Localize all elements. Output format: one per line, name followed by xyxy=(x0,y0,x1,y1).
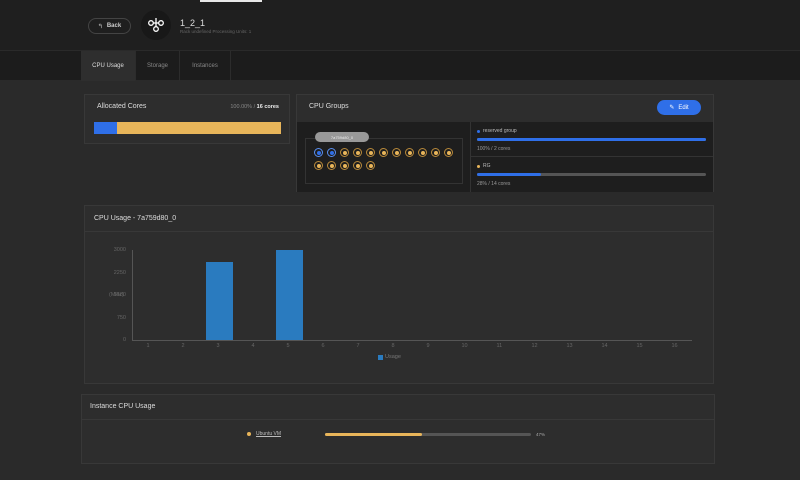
y-axis-label: (MHz) xyxy=(109,292,124,298)
x-tick-label: 15 xyxy=(636,343,643,349)
group-rg[interactable]: RG 28% / 14 cores xyxy=(470,157,713,192)
y-tick-label: 2250 xyxy=(113,269,126,276)
numa-node-label: 7a759d80_0 xyxy=(315,132,369,142)
x-tick-label: 2 xyxy=(181,343,185,349)
group-reserved[interactable]: reserved group 100% / 2 cores xyxy=(470,122,713,157)
cpu-core-6[interactable] xyxy=(379,148,388,157)
x-tick-label: 14 xyxy=(601,343,608,349)
allocated-cores-card: Allocated Cores 100.00% / 16 cores xyxy=(84,94,290,144)
legend-swatch xyxy=(378,354,383,360)
numa-node-box xyxy=(305,138,463,184)
x-tick-label: 10 xyxy=(461,343,468,349)
allocated-bar xyxy=(94,122,281,134)
x-tick-label: 6 xyxy=(321,343,325,349)
x-tick-label: 8 xyxy=(391,343,395,349)
cpu-core-3[interactable] xyxy=(340,148,349,157)
cpu-core-5[interactable] xyxy=(366,148,375,157)
cpu-core-16[interactable] xyxy=(366,161,375,170)
allocated-bar-reserved xyxy=(94,122,118,134)
group-percent: 100% / 2 cores xyxy=(477,146,511,152)
pencil-icon: ✎ xyxy=(669,105,675,111)
cpu-core-13[interactable] xyxy=(327,161,336,170)
edit-button[interactable]: ✎ Edit xyxy=(657,100,701,115)
cpu-usage-chart-card: CPU Usage - 7a759d80_0 0 750 1500 2250 3000 (… xyxy=(84,205,714,384)
back-label: Back xyxy=(106,23,122,29)
cpu-groups-card: CPU Groups ✎ Edit 7a759d80_0 reserved gr… xyxy=(296,94,714,192)
allocated-cores-title: Allocated Cores xyxy=(97,103,147,110)
header xyxy=(0,0,800,50)
group-progress xyxy=(477,173,706,176)
x-tick-label: 1 xyxy=(146,343,150,349)
node-logo xyxy=(141,10,171,40)
tab-storage[interactable]: Storage xyxy=(136,51,180,81)
x-tick-label: 12 xyxy=(531,343,538,349)
cpu-core-9[interactable] xyxy=(418,148,427,157)
tab-bar: CPU Usage Storage Instances xyxy=(0,50,800,81)
x-tick-label: 3 xyxy=(216,343,220,349)
x-tick-label: 9 xyxy=(426,343,430,349)
y-tick-label: 1500 xyxy=(113,292,126,298)
instance-cpu-usage-card: Instance CPU Usage xyxy=(81,394,715,464)
instance-usage-title: Instance CPU Usage xyxy=(90,403,156,410)
group-color-dot xyxy=(477,164,480,168)
y-tick-label: 750 xyxy=(116,314,126,321)
cpu-core-1[interactable] xyxy=(314,148,323,157)
page-subtitle: Rack undefined Processing Units: 1 xyxy=(180,29,252,34)
y-tick-label: 0 xyxy=(122,337,126,343)
instance-usage-bar xyxy=(325,433,531,436)
cpu-groups-body: 7a759d80_0 reserved group 100% / 2 cores… xyxy=(297,122,713,192)
x-axis xyxy=(132,340,692,341)
x-tick-label: 16 xyxy=(671,343,678,349)
back-button[interactable]: ↰ Back xyxy=(88,18,131,34)
cpu-core-14[interactable] xyxy=(340,161,349,170)
x-tick-label: 11 xyxy=(496,343,503,349)
cpu-core-4[interactable] xyxy=(353,148,362,157)
cpu-core-12[interactable] xyxy=(314,161,323,170)
group-progress xyxy=(477,138,706,141)
page-title: 1_2_1 xyxy=(180,18,206,28)
allocated-summary: 100.00% / 16 cores xyxy=(230,104,279,110)
x-tick-label: 13 xyxy=(566,343,573,349)
y-axis xyxy=(132,250,133,340)
back-arrow-icon: ↰ xyxy=(97,23,103,30)
group-color-dot xyxy=(477,129,480,133)
x-tick-label: 7 xyxy=(356,343,360,349)
usage-bar-3[interactable] xyxy=(206,262,233,340)
cpu-core-2[interactable] xyxy=(327,148,336,157)
window-indicator xyxy=(200,0,262,2)
chart-legend[interactable]: Usage xyxy=(378,354,401,360)
cpu-core-15[interactable] xyxy=(353,161,362,170)
cpu-core-10[interactable] xyxy=(431,148,440,157)
cpu-core-7[interactable] xyxy=(392,148,401,157)
instance-usage-percent: 47% xyxy=(536,432,546,437)
chart-title: CPU Usage - 7a759d80_0 xyxy=(94,215,177,222)
x-tick-label: 5 xyxy=(286,343,290,349)
cpu-core-8[interactable] xyxy=(405,148,414,157)
tab-instances[interactable]: Instances xyxy=(180,51,231,81)
instance-link[interactable]: Ubuntu VM xyxy=(256,431,282,437)
y-tick-label: 3000 xyxy=(113,247,126,253)
x-tick-label: 4 xyxy=(251,343,255,349)
usage-bar-5[interactable] xyxy=(276,250,303,340)
instance-status-dot xyxy=(247,432,251,436)
node-graph-icon xyxy=(148,18,164,32)
tab-cpu-usage[interactable]: CPU Usage xyxy=(81,51,136,81)
cpu-groups-title: CPU Groups xyxy=(309,103,349,110)
cpu-core-11[interactable] xyxy=(444,148,453,157)
group-percent: 28% / 14 cores xyxy=(477,181,511,187)
